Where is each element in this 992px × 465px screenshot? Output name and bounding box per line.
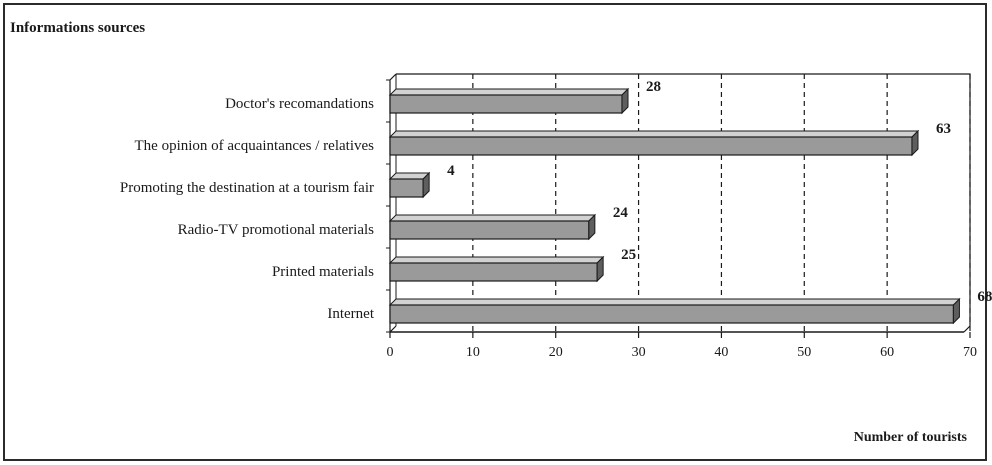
bar-side: [911, 129, 919, 157]
data-label: 68: [977, 289, 992, 305]
x-tick-label: 20: [549, 345, 563, 360]
x-tick-label: 60: [880, 345, 894, 360]
x-tick-label: 10: [466, 345, 480, 360]
bar-top: [388, 172, 431, 180]
category-label: Promoting the destination at a tourism f…: [120, 180, 374, 196]
x-tick-label: 0: [387, 345, 394, 360]
data-label: 25: [621, 247, 636, 263]
bar-top: [388, 214, 597, 222]
plot-area: 0 10 20 30 40 50 60 70 Doctor's recomandations 28…: [120, 73, 992, 360]
bar: [389, 220, 590, 240]
x-axis-label: Number of tourists: [854, 430, 968, 445]
bar-side: [952, 297, 960, 325]
x-tick-label: 50: [797, 345, 811, 360]
bar-side: [588, 213, 596, 241]
data-label: 24: [613, 205, 629, 221]
x-tick-label: 30: [632, 345, 646, 360]
category-label: Internet: [327, 306, 374, 322]
x-tick-label: 40: [714, 345, 728, 360]
bar: [389, 304, 955, 324]
category-label: Doctor's recomandations: [225, 96, 374, 112]
chart-title: Informations sources: [10, 20, 145, 36]
data-label: 63: [936, 121, 951, 137]
bar: [389, 178, 424, 198]
category-label: Printed materials: [272, 264, 374, 280]
bar-top: [388, 130, 920, 138]
bar-side: [596, 255, 604, 283]
x-axis-corner: [963, 325, 971, 333]
bar-side: [422, 171, 430, 199]
bar-top: [388, 88, 630, 96]
category-label: The opinion of acquaintances / relatives: [135, 138, 375, 154]
bar-top: [388, 298, 961, 306]
data-label: 28: [646, 79, 661, 95]
bar: [389, 94, 623, 114]
bar-side: [621, 87, 629, 115]
bar: [389, 262, 598, 282]
data-label: 4: [447, 163, 455, 179]
bar-top: [388, 256, 605, 264]
x-tick-label: 70: [963, 345, 977, 360]
bar: [389, 136, 913, 156]
category-label: Radio-TV promotional materials: [178, 222, 375, 238]
